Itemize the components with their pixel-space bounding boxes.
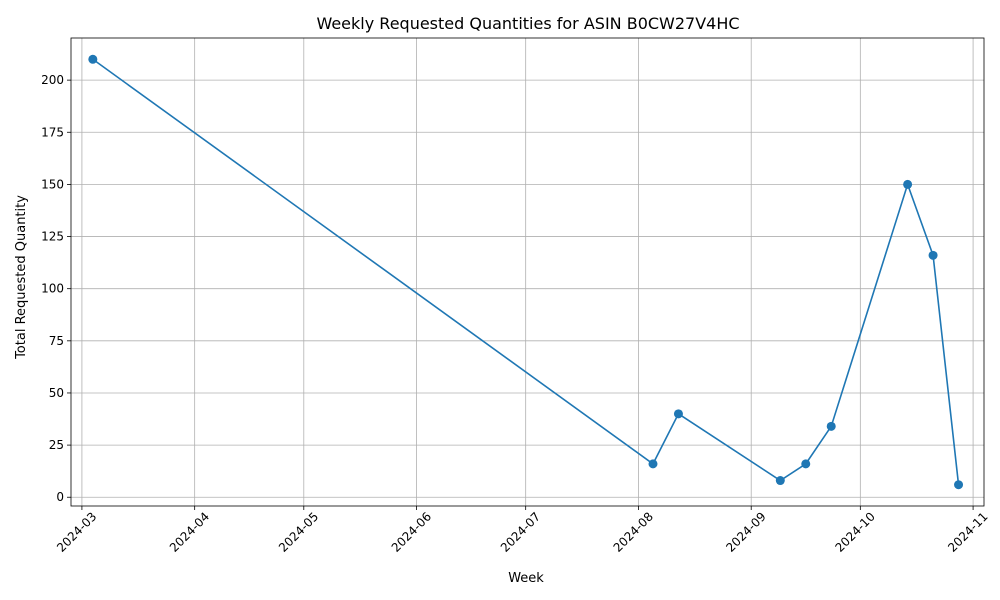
data-point bbox=[928, 250, 938, 260]
y-tick-label: 175 bbox=[41, 125, 64, 139]
series bbox=[88, 54, 964, 490]
y-tick-label: 0 bbox=[56, 490, 64, 504]
y-tick-label: 125 bbox=[41, 230, 64, 244]
plot-frame bbox=[70, 37, 985, 507]
y-axis-label: Total Requested Quantity bbox=[14, 195, 29, 360]
y-tick-label: 50 bbox=[49, 386, 64, 400]
axes bbox=[70, 37, 985, 507]
y-tick-label: 200 bbox=[41, 73, 64, 87]
y-tick-label: 25 bbox=[49, 438, 64, 452]
x-tick-label: 2024-07 bbox=[498, 509, 543, 554]
ticks: 2024-03 2024-04 2024-05 2024-06 2024-07 2024-… bbox=[41, 73, 991, 555]
grid bbox=[71, 38, 984, 506]
x-tick-label: 2024-08 bbox=[611, 509, 656, 554]
y-tick-label: 150 bbox=[41, 177, 64, 191]
x-tick-label: 2024-09 bbox=[723, 509, 768, 554]
y-tick-label: 100 bbox=[41, 282, 64, 296]
x-tick-label: 2024-05 bbox=[276, 509, 321, 554]
data-point bbox=[954, 480, 964, 490]
x-tick-label: 2024-03 bbox=[54, 509, 99, 554]
data-point bbox=[801, 459, 811, 469]
data-point bbox=[775, 476, 785, 486]
data-point bbox=[88, 54, 98, 64]
x-tick-label: 2024-10 bbox=[833, 509, 878, 554]
data-point bbox=[673, 409, 683, 419]
x-axis-label: Week bbox=[508, 571, 544, 586]
data-point bbox=[826, 421, 836, 431]
x-tick-label: 2024-04 bbox=[167, 509, 212, 554]
x-tick-label: 2024-06 bbox=[389, 509, 434, 554]
y-tick-label: 75 bbox=[49, 334, 64, 348]
x-tick-label: 2024-11 bbox=[945, 509, 990, 554]
chart-title: Weekly Requested Quantities for ASIN B0C… bbox=[316, 14, 739, 33]
data-point bbox=[648, 459, 658, 469]
data-point bbox=[903, 179, 913, 189]
